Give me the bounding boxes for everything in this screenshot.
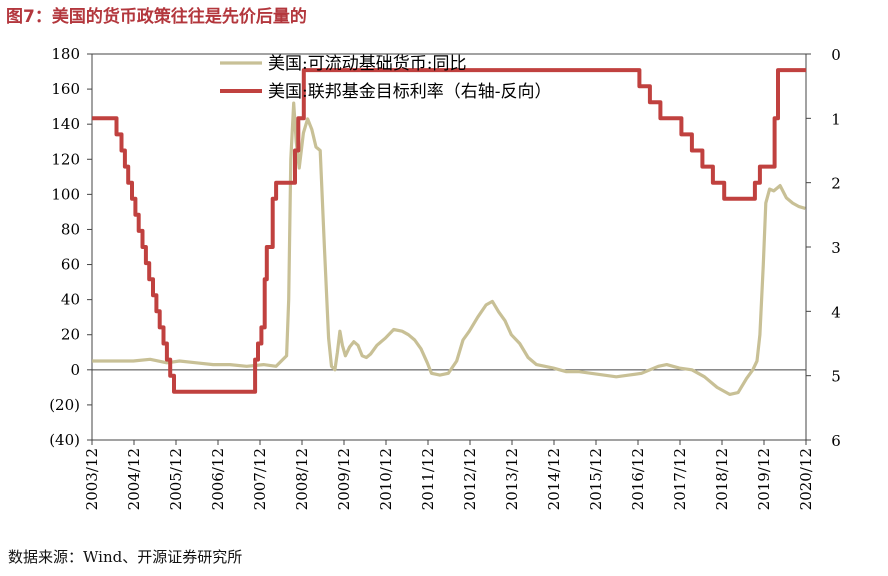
legend-label-money: 美国:可流动基础货币:同比 (268, 54, 466, 74)
x-tick-label: 2010/12 (377, 448, 395, 510)
left-tick-label: 160 (51, 80, 80, 98)
right-axis: 0 1 2 3 4 5 6 (806, 46, 841, 450)
left-tick-label: 0 (70, 361, 80, 379)
x-tick-label: 2013/12 (503, 448, 521, 510)
plot-border (91, 53, 807, 441)
legend-label-rate: 美国:联邦基金目标利率（右轴-反向） (268, 82, 551, 102)
series-money-line (92, 101, 806, 396)
x-tick-label: 2006/12 (209, 448, 227, 510)
x-tick-label: 2018/12 (713, 448, 731, 510)
left-tick-label: 100 (51, 185, 80, 203)
right-tick-label: 1 (831, 110, 841, 128)
x-tick-label: 2017/12 (671, 448, 689, 510)
x-tick-label: 2019/12 (755, 448, 773, 510)
x-axis: 2003/12 2004/12 2005/12 2006/12 2007/12 2008/… (83, 440, 815, 510)
left-axis: 180 160 140 120 100 80 60 40 20 0 (20) (40) (49, 45, 92, 449)
right-tick-label: 5 (831, 368, 841, 386)
right-tick-label: 3 (831, 239, 841, 257)
x-tick-label: 2004/12 (125, 448, 143, 510)
right-tick-label: 6 (831, 432, 841, 450)
series-lines (92, 68, 807, 396)
x-tick-label: 2011/12 (419, 448, 437, 510)
x-tick-label: 2005/12 (167, 448, 185, 510)
left-tick-label: 60 (61, 256, 80, 274)
right-tick-label: 0 (831, 46, 841, 64)
x-tick-label: 2008/12 (293, 448, 311, 510)
left-tick-label: 180 (51, 45, 80, 63)
x-tick-label: 2016/12 (629, 448, 647, 510)
x-tick-label: 2020/12 (797, 448, 815, 510)
x-tick-label: 2007/12 (251, 448, 269, 510)
figure-title: 图7：美国的货币政策往往是先价后量的 (6, 7, 307, 27)
left-tick-label: (20) (49, 396, 80, 414)
left-tick-label: 20 (61, 326, 80, 344)
x-tick-label: 2009/12 (335, 448, 353, 510)
source-note: 数据来源：Wind、开源证券研究所 (8, 548, 243, 566)
series-rate-line (92, 68, 807, 394)
x-tick-label: 2014/12 (545, 448, 563, 510)
chart: 180 160 140 120 100 80 60 40 20 0 (20) (40) 0 1 2 3 4 5 6… (49, 45, 841, 510)
right-tick-label: 4 (831, 303, 841, 321)
x-tick-label: 2015/12 (587, 448, 605, 510)
left-tick-label: 140 (51, 115, 80, 133)
left-tick-label: 120 (51, 150, 80, 168)
left-tick-label: 40 (61, 291, 80, 309)
right-tick-label: 2 (831, 175, 841, 193)
plot-frame (91, 53, 807, 441)
left-tick-label: 80 (61, 220, 80, 238)
x-tick-label: 2012/12 (461, 448, 479, 510)
x-tick-label: 2003/12 (83, 448, 101, 510)
left-tick-label: (40) (49, 431, 80, 449)
